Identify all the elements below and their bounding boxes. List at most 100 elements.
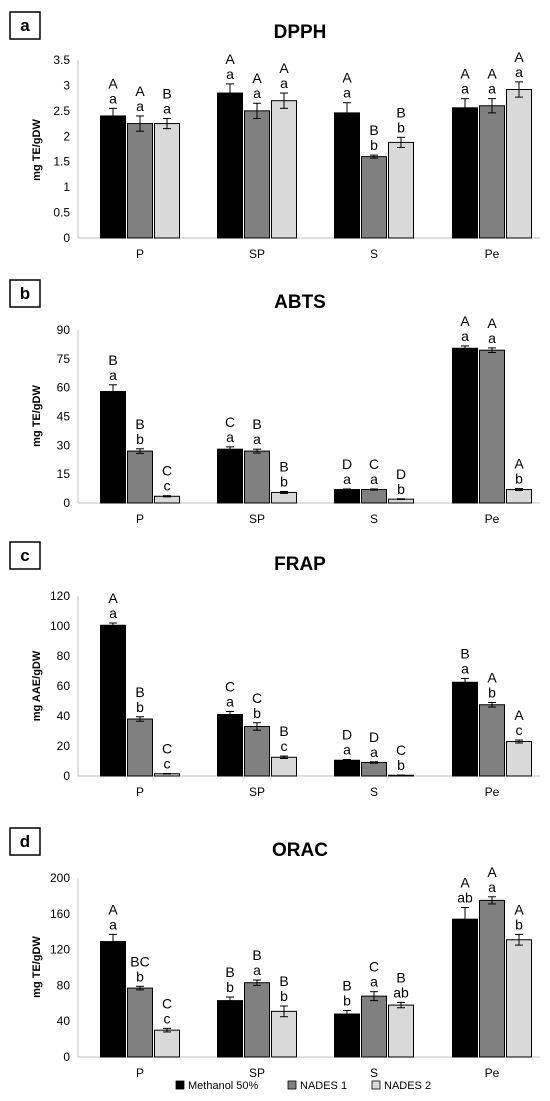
panel-letter-frame bbox=[9, 279, 41, 308]
significance-lower: a bbox=[226, 694, 234, 710]
x-tick-label: P bbox=[136, 785, 144, 799]
significance-lower: a bbox=[343, 742, 351, 758]
significance-lower: b bbox=[515, 916, 523, 932]
significance-lower: ab bbox=[393, 984, 409, 1000]
bar bbox=[271, 491, 297, 504]
bar bbox=[506, 939, 532, 1058]
significance-upper: A bbox=[108, 75, 118, 91]
significance-upper: A bbox=[108, 901, 118, 917]
significance-lower: b bbox=[253, 705, 261, 721]
significance-lower: b bbox=[397, 119, 405, 135]
y-tick-label: 90 bbox=[57, 323, 71, 337]
x-tick-label: P bbox=[136, 247, 144, 261]
significance-lower: a bbox=[226, 66, 234, 82]
significance-lower: b bbox=[397, 757, 405, 773]
y-axis-label: mg TE/gDW bbox=[31, 385, 43, 447]
y-tick-label: 80 bbox=[57, 649, 71, 663]
chart-title: ABTS bbox=[274, 292, 326, 313]
y-axis-label: mg AAE/gDW bbox=[31, 650, 43, 721]
significance-upper: B bbox=[396, 969, 405, 985]
significance-lower: a bbox=[370, 471, 378, 487]
significance-lower: a bbox=[515, 64, 523, 80]
panel-letter: b bbox=[20, 284, 30, 303]
bar bbox=[361, 995, 387, 1058]
bar bbox=[479, 349, 505, 504]
y-tick-label: 0 bbox=[63, 496, 70, 510]
x-tick-label: SP bbox=[249, 247, 265, 261]
x-tick-label: SP bbox=[249, 1066, 265, 1080]
x-tick-label: Pe bbox=[485, 512, 500, 526]
y-tick-label: 1 bbox=[63, 180, 70, 194]
significance-lower: a bbox=[280, 75, 288, 91]
bar bbox=[100, 391, 126, 504]
significance-lower: c bbox=[164, 755, 171, 771]
significance-lower: ab bbox=[457, 890, 473, 906]
panel-letter-box: b bbox=[9, 279, 41, 308]
significance-lower: b bbox=[343, 992, 351, 1008]
bar bbox=[452, 347, 478, 504]
significance-lower: a bbox=[253, 431, 261, 447]
significance-upper: A bbox=[252, 70, 262, 86]
y-tick-label: 0 bbox=[63, 231, 70, 245]
significance-upper: A bbox=[460, 66, 470, 82]
bar bbox=[452, 681, 478, 777]
significance-lower: a bbox=[109, 90, 117, 106]
significance-lower: b bbox=[136, 968, 144, 984]
chart-title: FRAP bbox=[274, 554, 326, 575]
bar bbox=[506, 489, 532, 504]
significance-lower: a bbox=[253, 962, 261, 978]
y-tick-label: 100 bbox=[50, 619, 70, 633]
panel-letter-frame bbox=[9, 827, 41, 856]
legend-item: NADES 2 bbox=[371, 1080, 431, 1092]
significance-lower: b bbox=[515, 471, 523, 487]
y-tick-label: 120 bbox=[50, 943, 70, 957]
bar bbox=[334, 759, 360, 777]
significance-lower: a bbox=[488, 879, 496, 895]
significance-lower: b bbox=[136, 431, 144, 447]
significance-upper: B bbox=[342, 977, 351, 993]
y-tick-label: 2.5 bbox=[53, 104, 70, 118]
bar bbox=[100, 115, 126, 239]
significance-upper: C bbox=[369, 959, 379, 975]
legend-swatch bbox=[175, 1080, 185, 1090]
significance-lower: c bbox=[164, 478, 171, 494]
significance-upper: C bbox=[252, 690, 262, 706]
panel-letter-frame bbox=[9, 541, 41, 570]
chart-title: ORAC bbox=[272, 840, 328, 861]
bar bbox=[388, 1004, 414, 1058]
significance-upper: A bbox=[460, 875, 470, 891]
x-tick-label: Pe bbox=[485, 1066, 500, 1080]
bar bbox=[361, 489, 387, 504]
y-tick-label: 30 bbox=[57, 438, 71, 452]
x-tick-label: SP bbox=[249, 785, 265, 799]
legend-item: Methanol 50% bbox=[175, 1080, 259, 1092]
bar bbox=[361, 762, 387, 777]
significance-upper: C bbox=[162, 463, 172, 479]
legend: Methanol 50% NADES 1 NADES 2 bbox=[175, 1080, 431, 1092]
significance-lower: a bbox=[343, 471, 351, 487]
significance-upper: C bbox=[225, 679, 235, 695]
significance-upper: A bbox=[225, 51, 235, 67]
significance-lower: b bbox=[226, 979, 234, 995]
x-tick-label: SP bbox=[249, 512, 265, 526]
significance-lower: a bbox=[370, 744, 378, 760]
bar bbox=[154, 123, 180, 239]
significance-lower: a bbox=[253, 85, 261, 101]
y-tick-label: 200 bbox=[50, 871, 70, 885]
x-tick-label: P bbox=[136, 512, 144, 526]
bar bbox=[154, 1029, 180, 1058]
y-tick-label: 40 bbox=[57, 709, 71, 723]
significance-lower: a bbox=[163, 100, 171, 116]
significance-upper: B bbox=[135, 416, 144, 432]
bar bbox=[127, 987, 153, 1058]
significance-lower: a bbox=[461, 81, 469, 97]
significance-upper: B bbox=[460, 646, 469, 662]
significance-upper: A bbox=[514, 456, 524, 472]
panel-letter: d bbox=[20, 832, 30, 851]
bar bbox=[506, 741, 532, 777]
significance-lower: a bbox=[226, 429, 234, 445]
